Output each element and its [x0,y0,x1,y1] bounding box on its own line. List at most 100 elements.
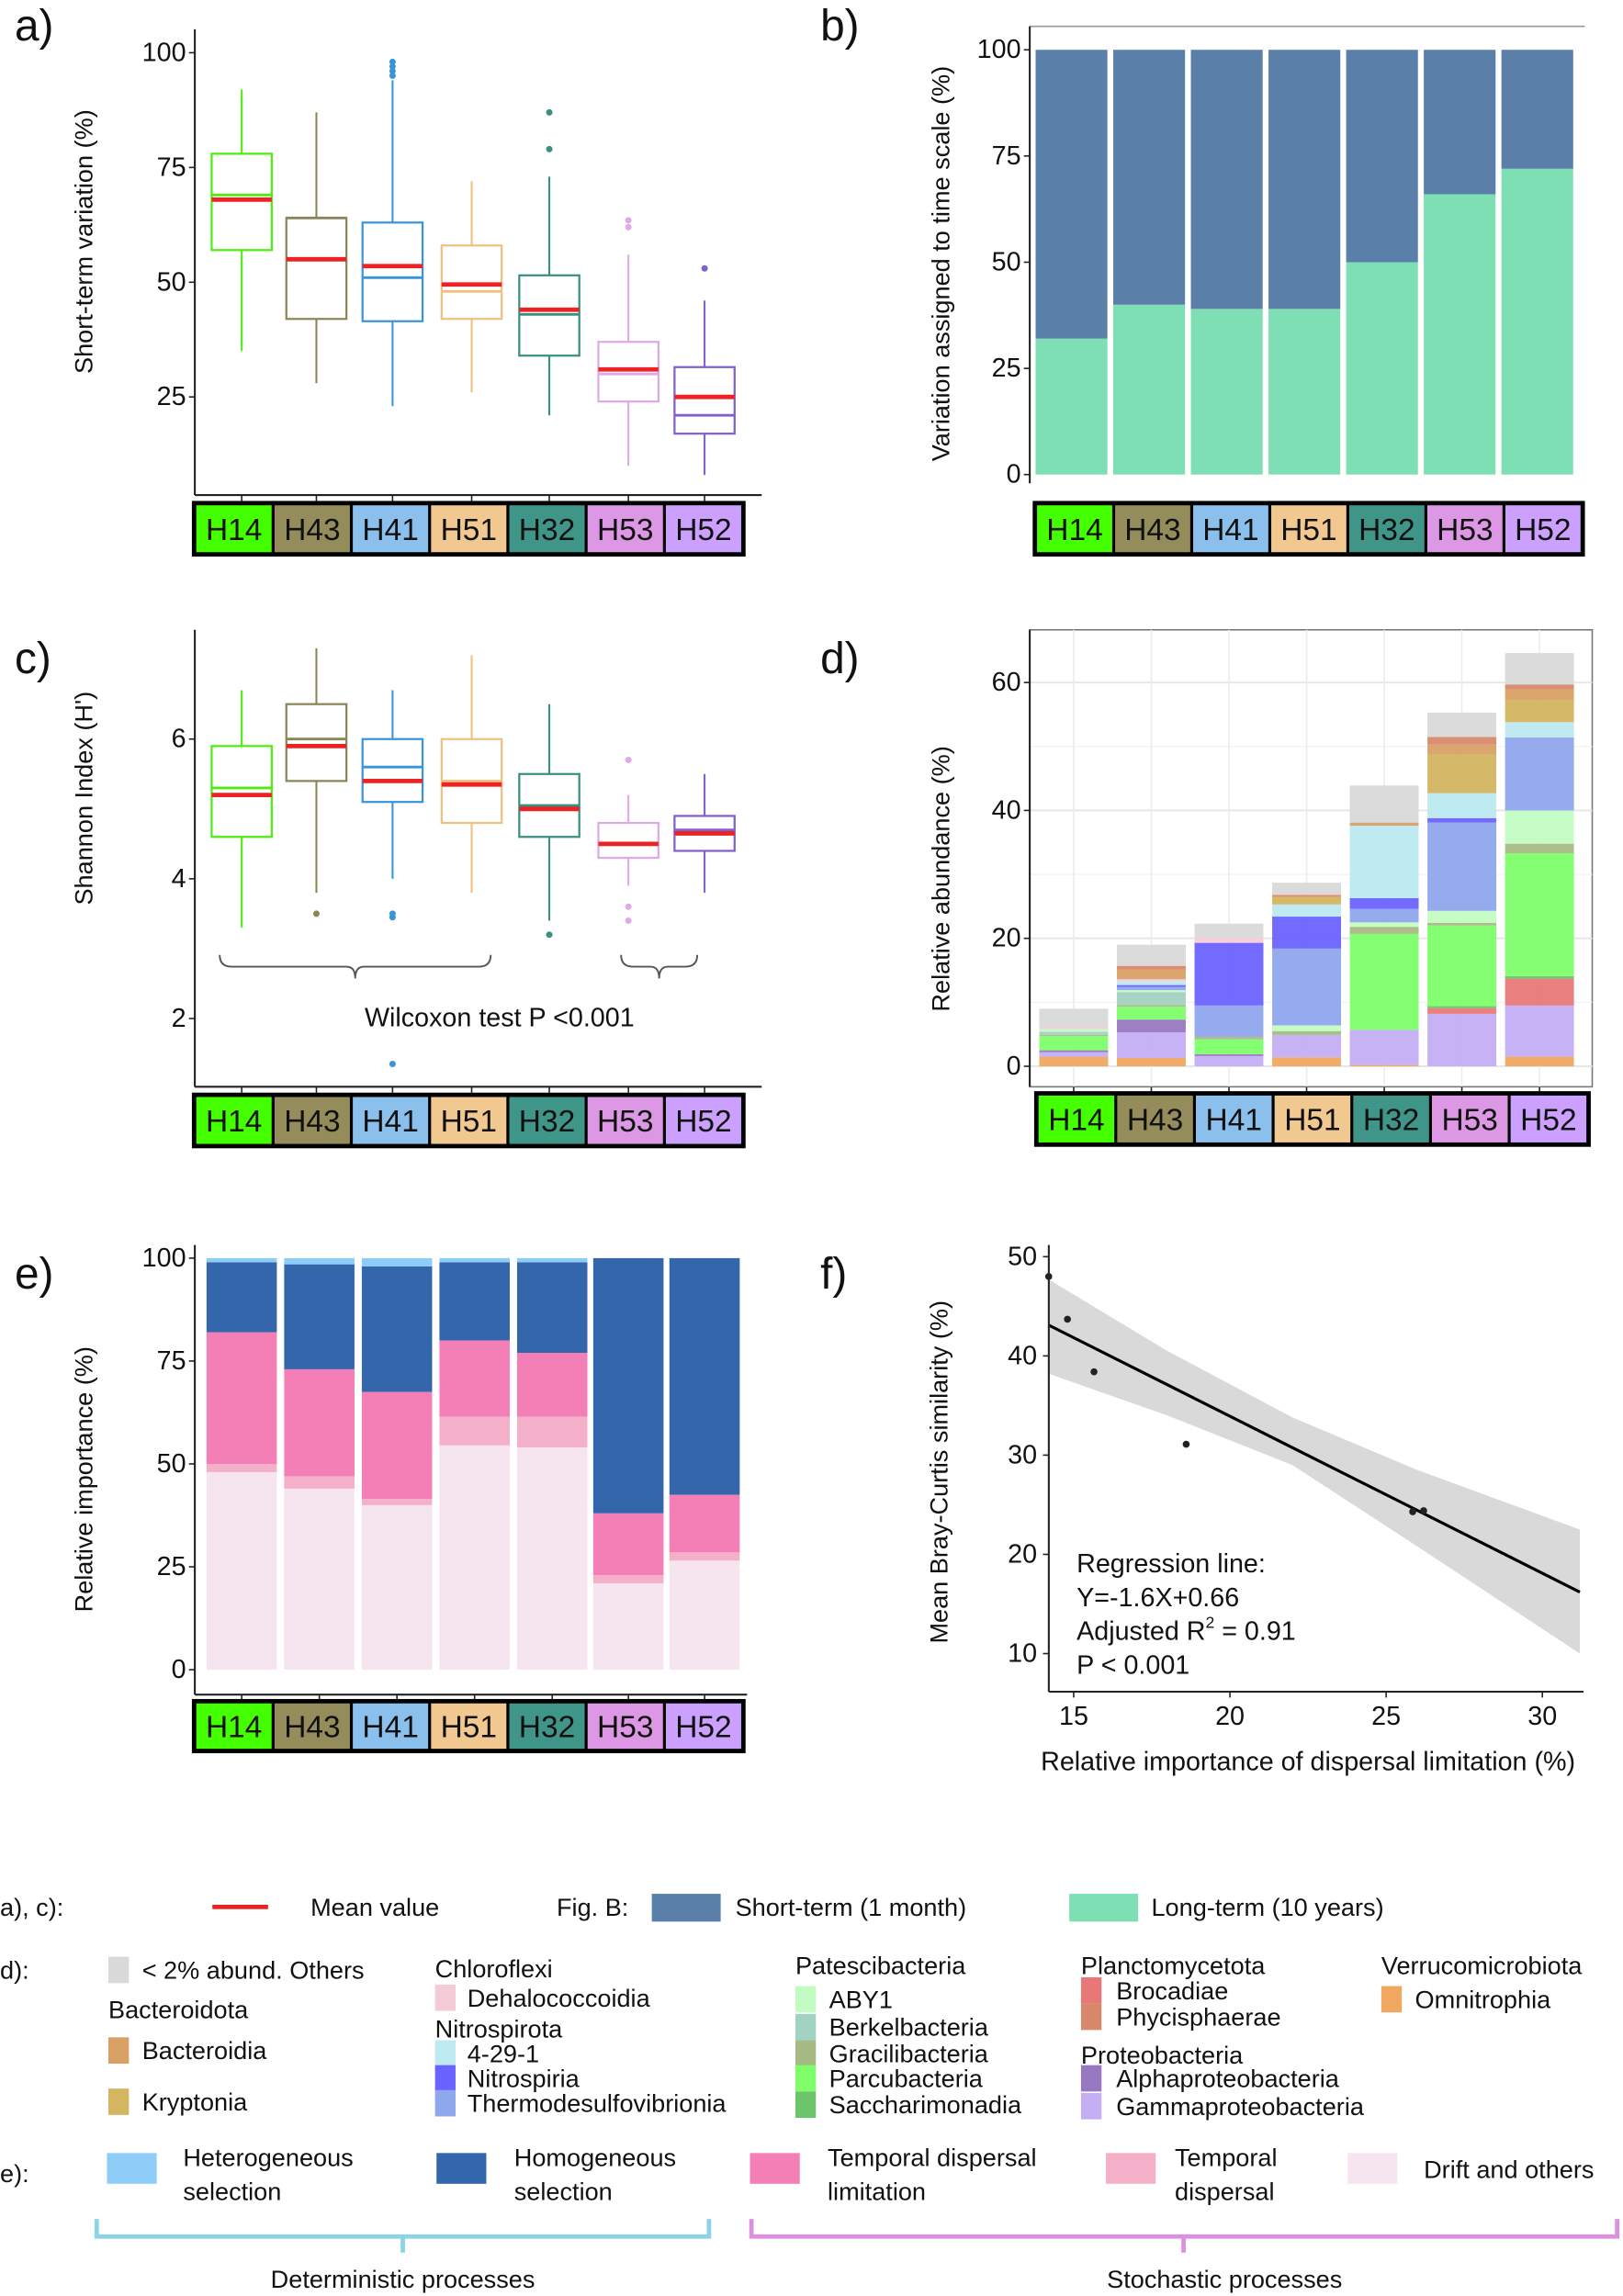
panel-label: d) [820,635,860,683]
swatch-4-29-1 [434,2040,456,2067]
x-tick-label: 15 [1059,1702,1088,1731]
strip-label: H43 [1127,1104,1183,1138]
bar-segment [284,1257,355,1265]
bar-segment [1427,1007,1497,1014]
strip-cell-H52 [665,505,741,553]
bar-segment [1505,1005,1574,1057]
strip-label: H52 [675,1711,731,1745]
legend-item: 4-29-1 [468,2039,539,2067]
data-point [1064,1315,1071,1323]
bar-segment [1424,50,1496,195]
bar-segment [592,1257,664,1514]
bar-segment [1427,754,1497,793]
bar-stack-H53 [1424,50,1496,475]
swatch-gammaproteobacteria [1080,2092,1102,2120]
bar-segment [592,1513,664,1575]
swatch-aby1 [795,1986,817,2013]
outlier-point [389,72,396,79]
legend-item: Bacteroidia [142,2036,268,2065]
strip-cell-H52 [1505,505,1581,553]
bar-segment [1505,1056,1574,1067]
bar-segment [1190,309,1263,475]
y-tick-label: 2 [172,1004,186,1033]
legend-phylum: Proteobacteria [1081,2041,1244,2069]
swatch-alphaproteobacteria [1080,2065,1102,2092]
legend-item: ABY1 [829,1985,893,2013]
group-strip: H14 H43 H41 H51 H32 H53 H52 [191,1092,746,1149]
box-H32 [518,703,580,939]
strip-label: H32 [519,1105,575,1139]
box-H14 [210,89,273,352]
bar-segment [1117,1019,1186,1033]
deterministic-bracket [94,2219,712,2253]
bar-segment [1427,793,1497,818]
legend-item: < 2% abund. Others [142,1955,365,1984]
strip-label: H14 [206,513,262,547]
bar-segment [669,1257,740,1495]
bar-segment [1427,910,1497,924]
strip-label: H53 [597,1711,653,1745]
y-tick-label: 50 [157,1449,186,1479]
bar-segment [1117,1005,1186,1007]
legend-item: Heterogeneous [183,2144,353,2172]
bar-segment [1349,1064,1419,1067]
box-H43 [285,647,348,917]
strip-label: H32 [1363,1104,1419,1138]
strip-cell-H14 [196,505,272,553]
strip-label: H41 [1206,1104,1262,1138]
y-tick-label: 100 [977,35,1021,64]
bar-stack-H14 [1035,50,1108,475]
bar-segment [1424,194,1496,475]
swatch-nitrospiria [434,2065,456,2092]
bar-segment [1427,817,1497,823]
legend-item: Thermodesulfovibrionia [468,2089,727,2118]
bar-segment [1346,262,1418,475]
y-tick-label: 25 [157,1552,186,1581]
wilcoxon-bracket-right [620,954,699,979]
confidence-band [1048,1279,1581,1654]
strip-label: H41 [362,1711,418,1745]
strip-label: H51 [1284,1104,1340,1138]
bar-segment [439,1340,510,1417]
outlier-point [625,217,632,224]
y-tick-label: 0 [172,1655,186,1684]
box-H51 [440,181,503,393]
bar-segment [1039,1031,1109,1035]
legend-item: Temporal dispersal [828,2144,1037,2172]
strip-cell-H32 [509,505,585,553]
x-axis-label: Relative importance of dispersal limitat… [1041,1748,1575,1777]
strip-cell-H51 [1271,505,1347,553]
strip-cell-H52 [1510,1095,1587,1142]
strip-cell-H43 [1117,1095,1193,1142]
swatch-dehalococcoidia [434,1984,456,2011]
bar-segment [1039,1056,1109,1067]
strip-cell-H51 [1274,1095,1351,1142]
stochastic-bracket [749,2219,1620,2253]
legend-item: Gracilibacteria [829,2039,989,2067]
legend-item: limitation [828,2177,926,2205]
group-strip: H14 H43 H41 H51 H32 H53 H52 [1032,501,1585,557]
bar-segment [1272,904,1342,917]
legend-phylum: Nitrospirota [435,2014,564,2043]
box-H32 [518,108,580,416]
data-point [1420,1507,1427,1514]
bar-stack-H51 [1268,50,1341,475]
swatch-bacteroidia [108,2037,130,2065]
y-tick-label: 25 [992,354,1021,383]
y-tick-label: 75 [157,1346,186,1376]
y-tick-label: 25 [157,382,186,411]
strip-cell-H41 [353,1097,429,1144]
box-iqr [210,152,273,252]
strip-cell-H53 [587,1703,663,1750]
bar-segment [1194,938,1264,943]
bar-segment [1505,978,1574,1006]
box-H53 [597,757,659,925]
bar-segment [1039,1034,1109,1037]
y-axis-label: Relative importance (%) [69,1346,97,1612]
legend-phylum: Planctomycetota [1081,1952,1266,1980]
outlier-point [389,62,396,70]
bar-segment [1035,338,1108,475]
bar-stack-H52 [1501,50,1573,475]
bar-segment [1505,737,1574,811]
strip-label: H32 [519,1711,575,1745]
